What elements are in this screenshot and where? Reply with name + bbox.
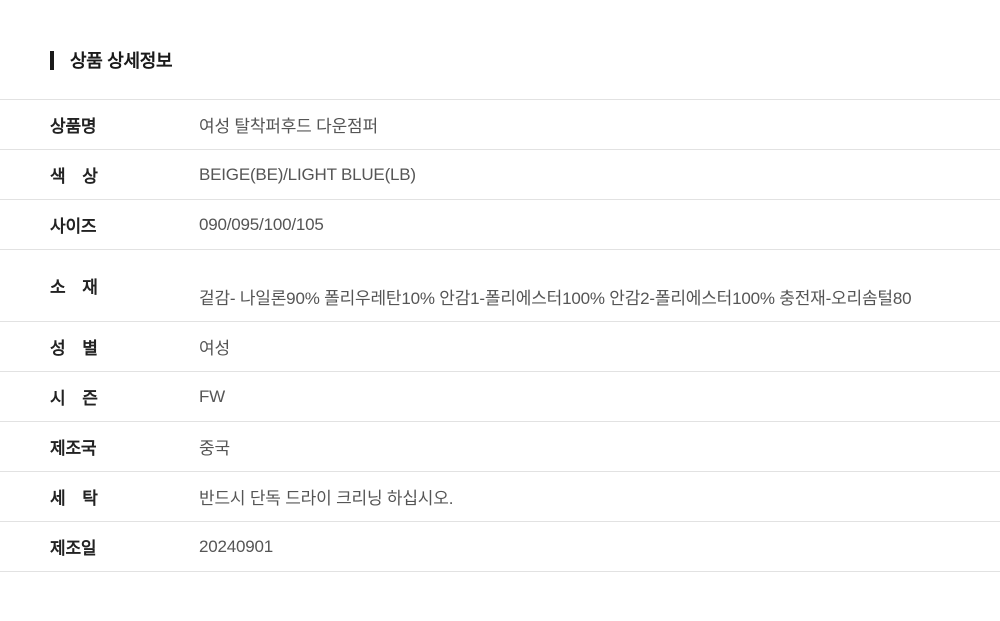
table-row-manufacture-date: 제조일 20240901 — [0, 522, 1000, 572]
table-row-country: 제조국 중국 — [0, 422, 1000, 472]
section-title: 상품 상세정보 — [70, 51, 173, 71]
row-label: 시 즌 — [50, 389, 98, 408]
table-row-season: 시 즌 FW — [0, 372, 1000, 422]
row-value: 20240901 — [199, 536, 274, 556]
product-spec-table: 상품명 여성 탈착퍼후드 다운점퍼 색 상 BEIGE(BE)/LIGHT BL… — [0, 99, 1000, 572]
row-value: 중국 — [199, 439, 230, 458]
row-label: 제조일 — [50, 539, 97, 558]
row-value: 반드시 단독 드라이 크리닝 하십시오. — [199, 489, 454, 508]
table-row-product-name: 상품명 여성 탈착퍼후드 다운점퍼 — [0, 100, 1000, 150]
table-row-material: 소 재 겉감- 나일론90% 폴리우레탄10% 안감1-폴리에스터100% 안감… — [0, 250, 1000, 322]
row-value: 여성 탈착퍼후드 다운점퍼 — [199, 117, 378, 136]
row-label: 세 탁 — [50, 489, 98, 508]
row-value: BEIGE(BE)/LIGHT BLUE(LB) — [199, 164, 416, 184]
section-header: 상품 상세정보 — [50, 48, 173, 72]
row-label: 성 별 — [50, 339, 98, 358]
row-value: 090/095/100/105 — [199, 214, 324, 234]
row-label: 제조국 — [50, 439, 97, 458]
row-label: 상품명 — [50, 117, 97, 136]
table-row-gender: 성 별 여성 — [0, 322, 1000, 372]
row-value: FW — [199, 386, 226, 406]
row-label: 소 재 — [50, 278, 98, 297]
row-label: 사이즈 — [50, 217, 97, 236]
table-row-color: 색 상 BEIGE(BE)/LIGHT BLUE(LB) — [0, 150, 1000, 200]
table-row-size: 사이즈 090/095/100/105 — [0, 200, 1000, 250]
row-label: 색 상 — [50, 167, 98, 186]
row-value: 여성 — [199, 339, 230, 358]
table-row-care: 세 탁 반드시 단독 드라이 크리닝 하십시오. — [0, 472, 1000, 522]
title-accent-bar-icon — [50, 50, 54, 70]
row-value: 겉감- 나일론90% 폴리우레탄10% 안감1-폴리에스터100% 안감2-폴리… — [199, 289, 912, 308]
